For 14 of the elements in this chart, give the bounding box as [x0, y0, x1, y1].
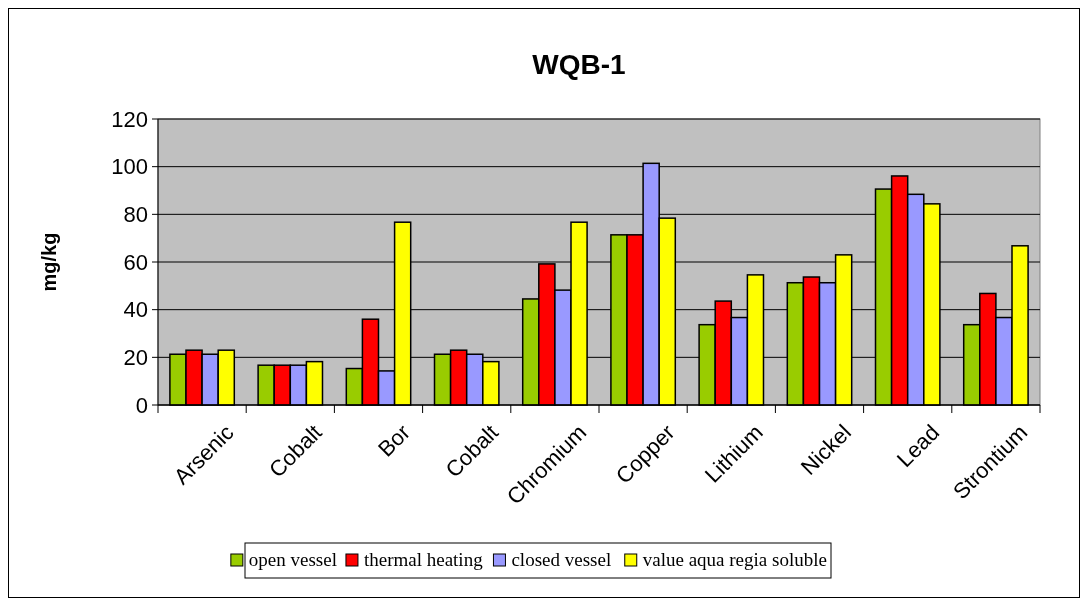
y-tick-label: 120 [111, 106, 148, 132]
y-tick-label: 40 [123, 297, 148, 323]
chart-title: WQB-1 [532, 49, 626, 80]
y-tick-label: 0 [135, 392, 148, 418]
x-tick-label: Bor [373, 419, 415, 462]
y-tick-label: 20 [123, 345, 148, 371]
legend-label: open vessel [248, 549, 337, 570]
y-tick-label: 100 [111, 154, 148, 180]
legend-label: closed vessel [511, 549, 612, 570]
y-tick-label: 80 [123, 202, 148, 228]
y-axis-title: mg/kg [38, 232, 60, 292]
legend-label: thermal heating [363, 549, 484, 570]
legend-label: value aqua regia soluble [642, 549, 827, 570]
y-tick-label: 60 [123, 249, 148, 275]
